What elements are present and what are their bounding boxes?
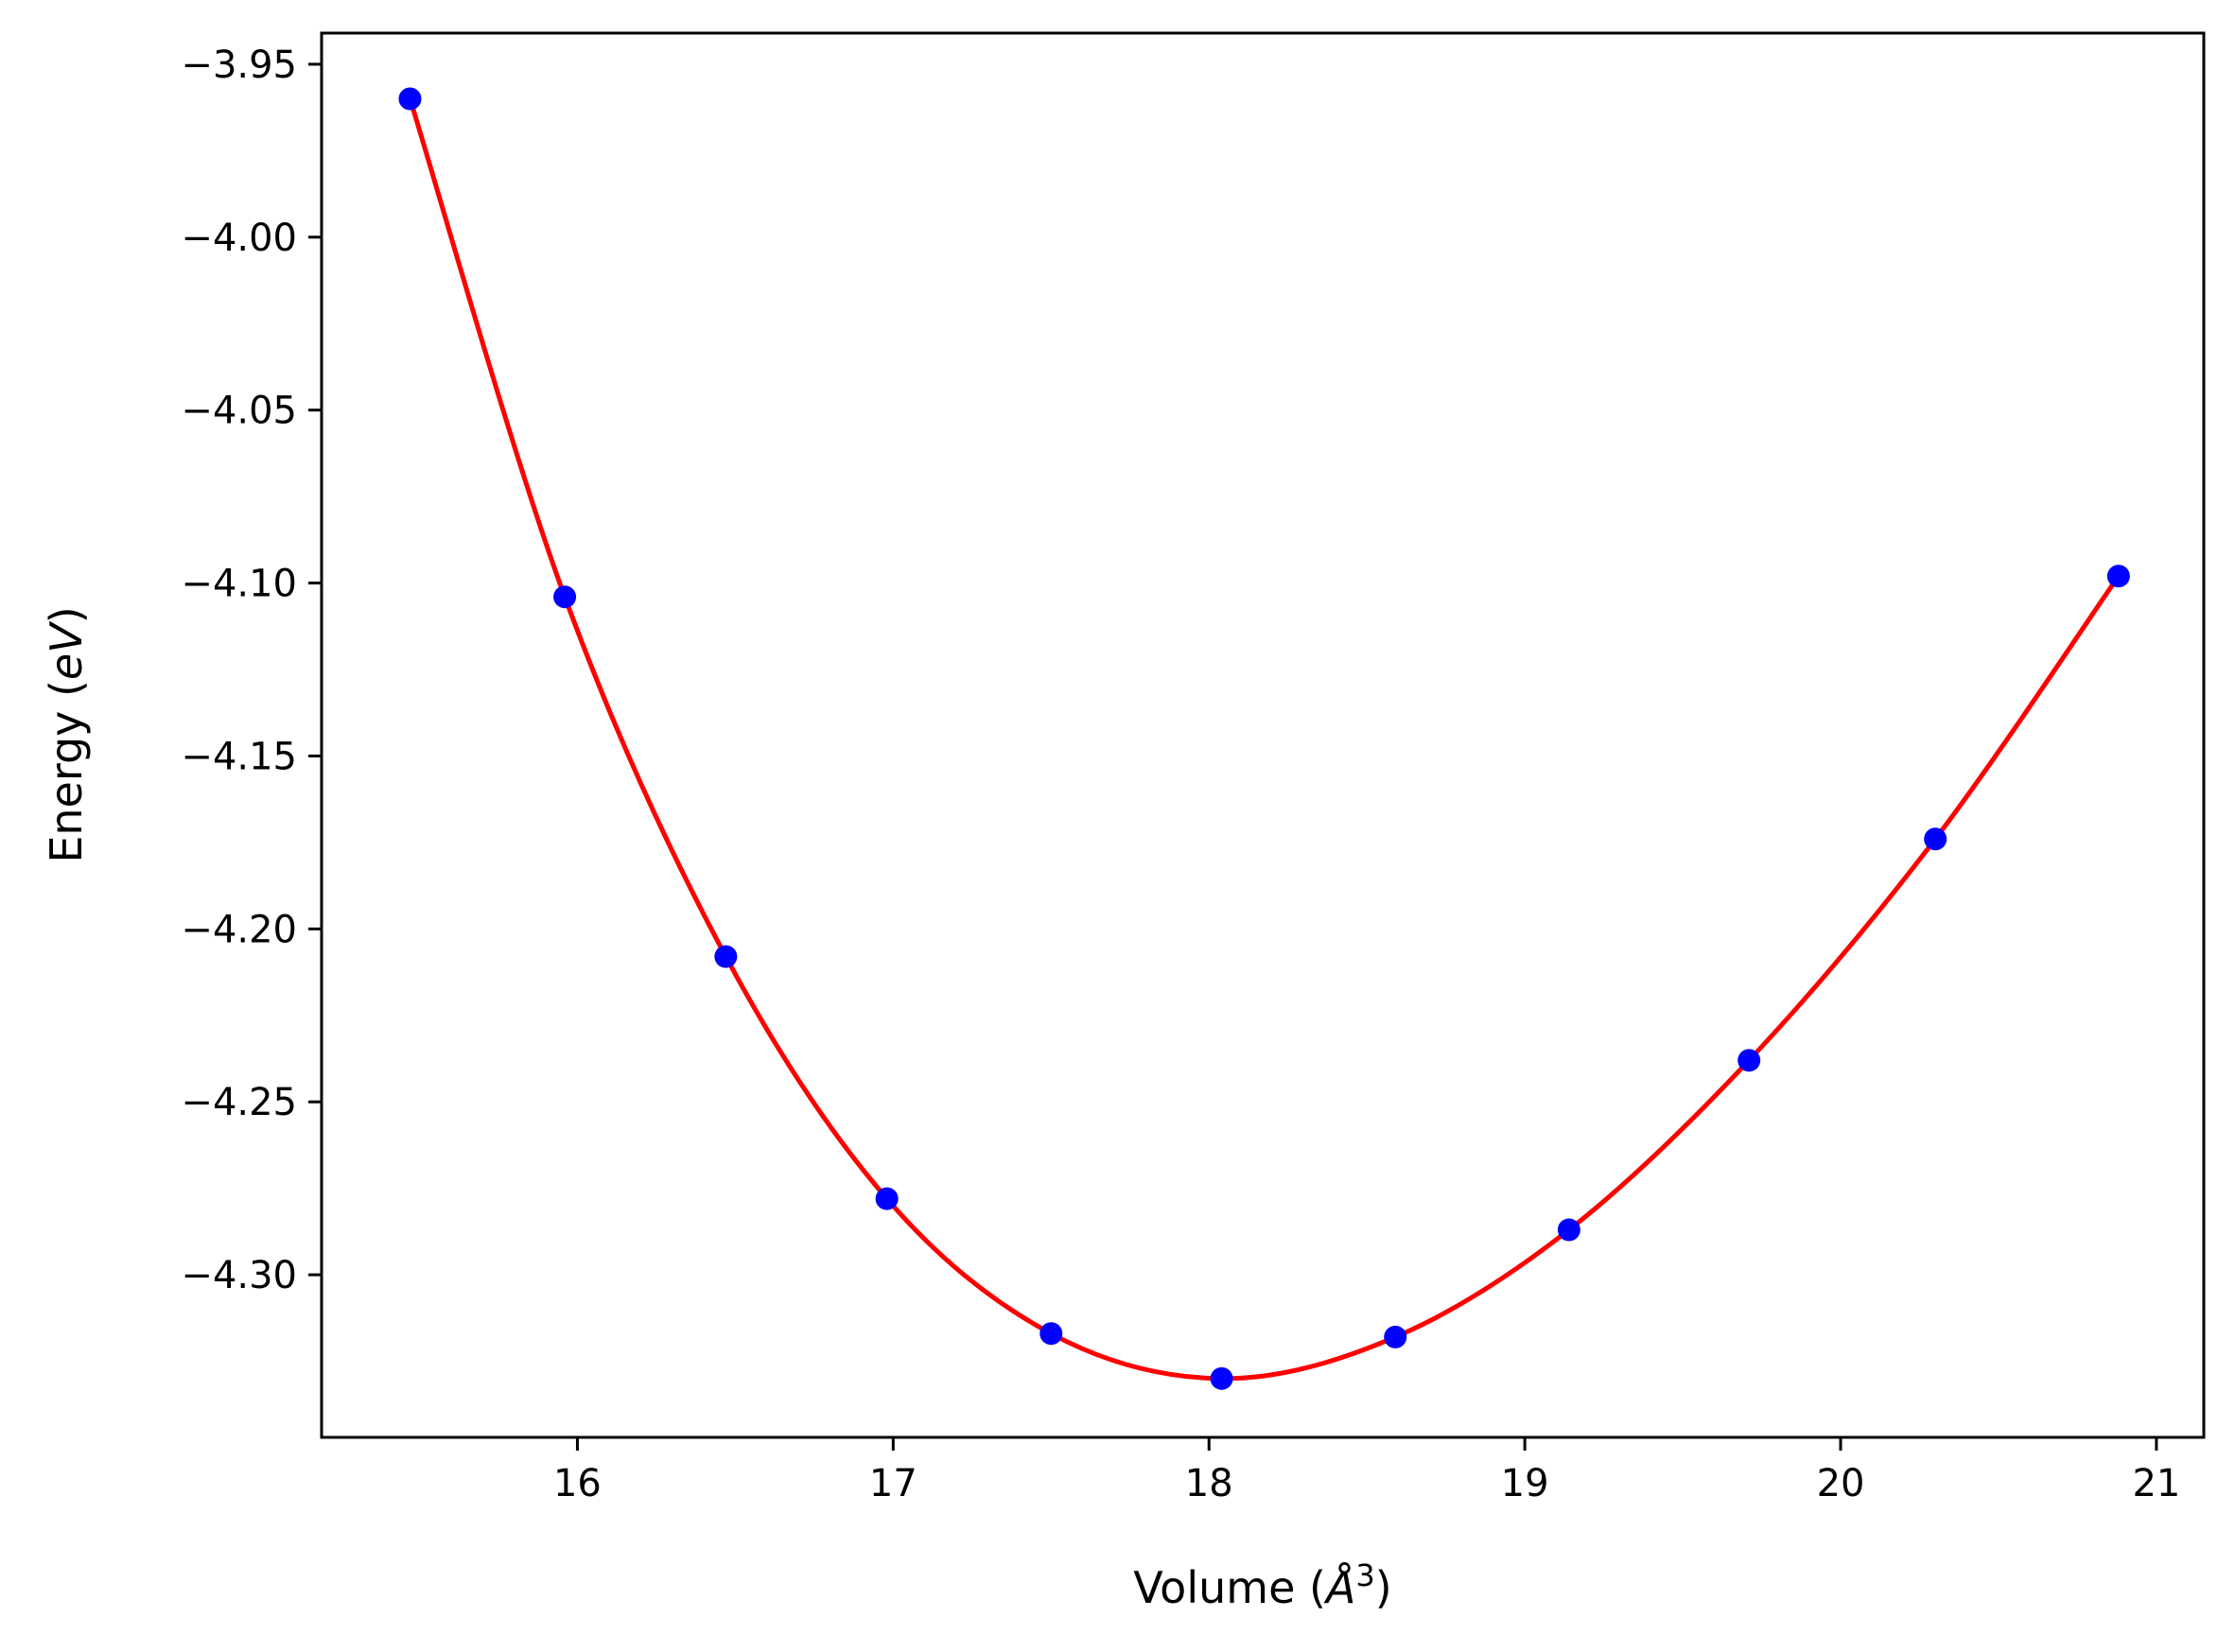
data-point: [1384, 1325, 1407, 1348]
y-tick-label: −4.20: [181, 908, 297, 951]
y-tick-label: −4.15: [181, 735, 297, 778]
data-point: [714, 945, 738, 968]
y-tick-label: −4.10: [181, 563, 297, 606]
data-point: [2106, 565, 2130, 588]
x-axis-ticks: 16 17 18 19 20 21: [553, 1437, 2180, 1505]
data-point: [553, 585, 577, 609]
x-tick-label: 18: [1185, 1462, 1233, 1505]
y-tick-label: −4.30: [181, 1254, 297, 1297]
plot-frame: [320, 31, 2206, 1439]
data-point: [1737, 1049, 1761, 1072]
x-tick-label: 16: [553, 1462, 602, 1505]
plot-area: [398, 87, 2130, 1390]
x-axis-label: Volume (Å3): [1133, 1557, 1391, 1613]
y-tick-label: −4.05: [181, 390, 297, 433]
y-axis-label: Energy (eV): [41, 606, 92, 862]
data-point: [1924, 827, 1947, 851]
x-tick-label: 20: [1817, 1462, 1865, 1505]
y-tick-label: −3.95: [181, 43, 297, 87]
x-tick-label: 19: [1501, 1462, 1549, 1505]
data-point: [1557, 1218, 1580, 1242]
x-tick-label: 21: [2132, 1462, 2180, 1505]
y-tick-label: −4.25: [181, 1081, 297, 1124]
y-tick-label: −4.00: [181, 217, 297, 260]
data-point: [875, 1187, 899, 1210]
fit-curve: [408, 97, 2121, 1382]
x-tick-label: 17: [869, 1462, 917, 1505]
data-point: [398, 87, 422, 111]
y-axis-ticks: −3.95 −4.00 −4.05 −4.10 −4.15 −4.20 −4.25 −4.30: [181, 43, 322, 1297]
data-point: [1039, 1322, 1063, 1346]
data-point: [1210, 1366, 1233, 1390]
